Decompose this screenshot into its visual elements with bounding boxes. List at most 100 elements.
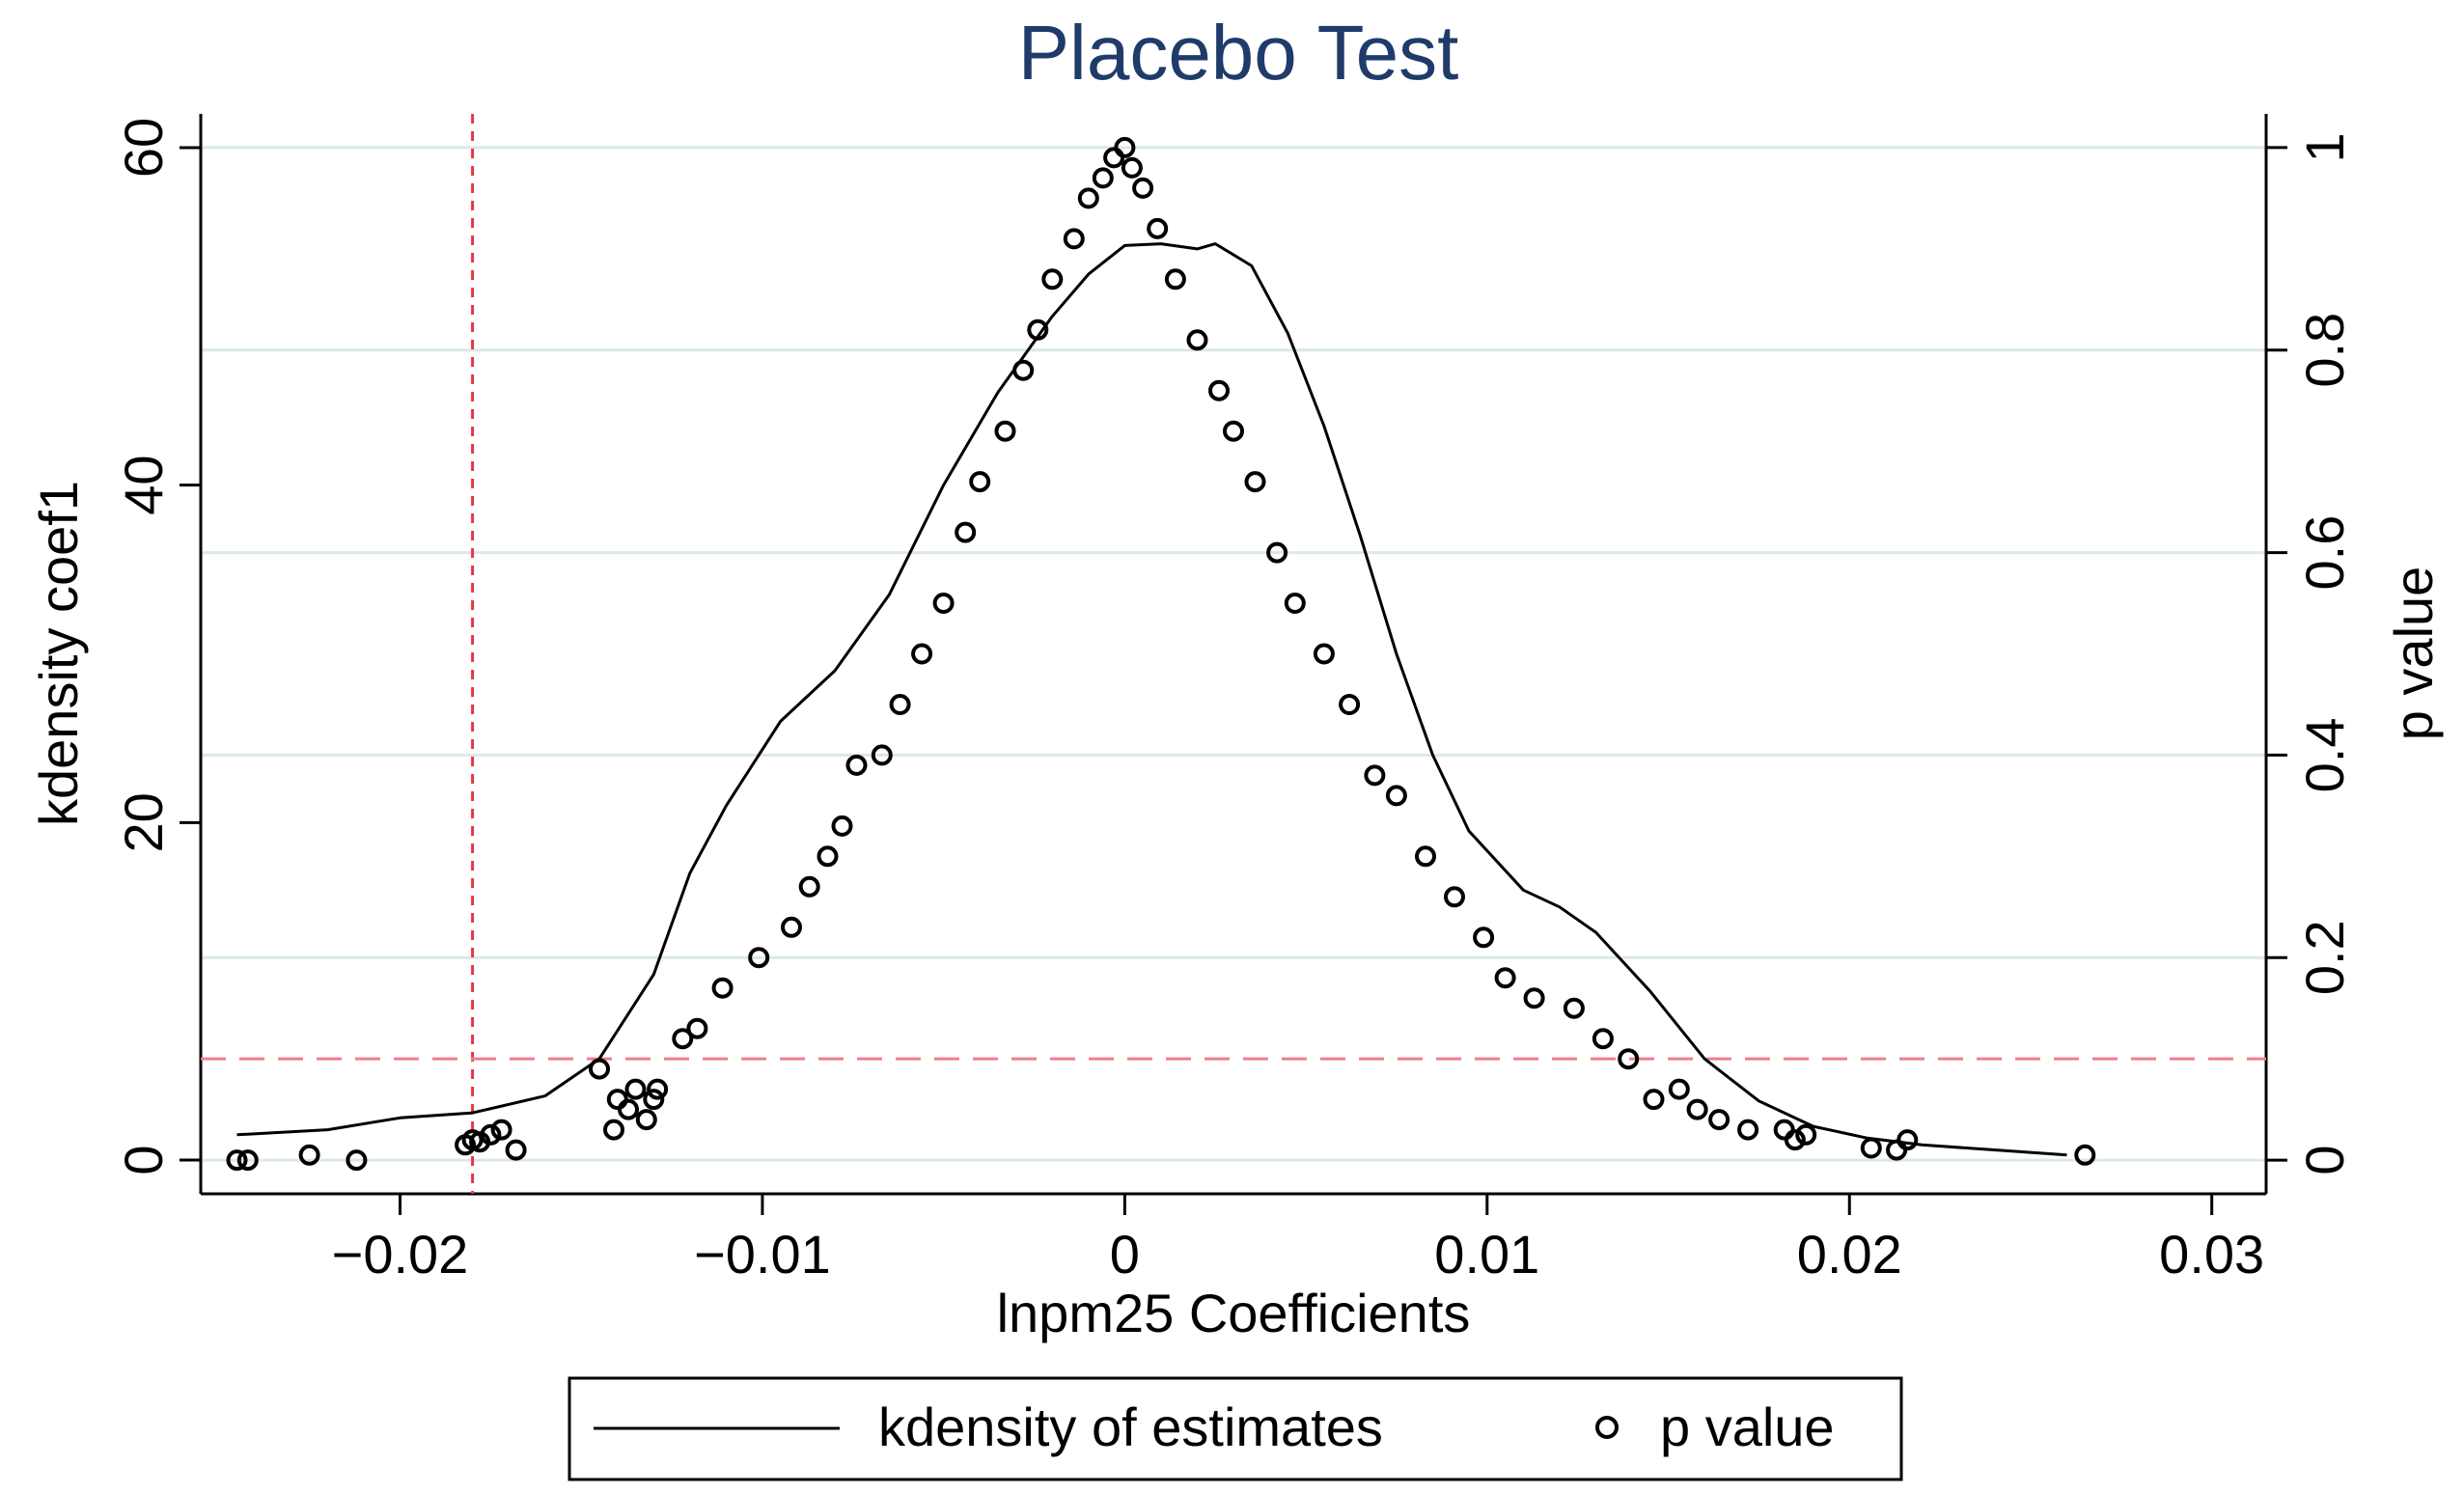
pvalue-point [1795,1123,1817,1146]
pvalue-point [1896,1129,1919,1151]
pvalue-point [1208,379,1230,401]
x-tick-label: 0 [1110,1224,1140,1285]
pvalue-point [1147,217,1169,239]
pvalue-point [1523,987,1545,1009]
pvalue-point [889,694,911,715]
pvalue-point [1313,643,1335,665]
y2-tick-label: 1 [2294,132,2355,162]
pvalue-point [589,1058,610,1080]
pvalue-point [1563,997,1585,1019]
kdensity-line [236,242,2067,1157]
pvalue-point [1339,694,1361,715]
pvalue-point [1686,1098,1708,1120]
chart-title: Placebo Test [1018,10,1459,96]
pvalue-point [994,420,1016,442]
legend-label-kdensity: kdensity of estimates [878,1396,1383,1457]
pvalue-series [226,136,2096,1172]
pvalue-point [817,845,839,868]
pvalue-point [1385,785,1407,807]
pvalue-point [1121,156,1143,179]
pvalue-point [1077,187,1099,209]
pvalue-point [1415,845,1436,868]
pvalue-point [618,1098,639,1120]
legend-label-pvalue: p value [1660,1396,1835,1457]
pvalue-point [647,1078,669,1100]
legend-circle-marker [1595,1416,1619,1439]
pvalue-point [1186,329,1208,351]
pvalue-point [2074,1144,2096,1166]
pvalue-point [1012,359,1035,381]
pvalue-point [1784,1129,1806,1151]
pvalue-point [781,916,802,938]
y2-tick-label: 0.4 [2294,717,2355,792]
pvalue-point [1618,1048,1640,1070]
pvalue-point [1092,167,1114,189]
pvalue-point [1444,886,1465,908]
plot-frame [199,114,2268,1196]
x-tick-label: 0.02 [1797,1224,1902,1285]
pvalue-point [635,1109,657,1131]
pvalue-point [226,1149,248,1172]
pvalue-point [236,1149,259,1172]
pvalue-point [480,1123,502,1146]
y2-axis-label: p value [2383,567,2444,741]
pvalue-point [1473,926,1495,949]
pvalue-point [711,977,734,999]
pvalue-point [1364,764,1386,787]
pvalue-point [1737,1119,1759,1141]
pvalue-point [1063,228,1085,250]
pvalue-point [1114,136,1136,158]
pvalue-point [643,1089,665,1111]
axis-ticks: −0.02 −0.01 0 0.01 0.02 0.03 0 20 40 60 0 0.2 0.4 0.6… [113,118,2355,1285]
pvalue-point [1860,1137,1882,1159]
pvalue-point [672,1028,694,1050]
pvalue-point [505,1139,527,1161]
pvalue-point [871,744,893,766]
y2-tick-label: 0 [2294,1145,2355,1175]
pvalue-point [1164,268,1186,290]
x-tick-label: 0.01 [1434,1224,1539,1285]
y2-tick-label: 0.8 [2294,313,2355,388]
x-tick-label: −0.02 [332,1224,469,1285]
pvalue-point [932,593,955,614]
pvalue-point [845,754,868,776]
y-tick-label: 40 [113,456,174,515]
pvalue-point [798,875,820,898]
kdensity-series [236,242,2067,1157]
pvalue-point [1266,541,1288,564]
pvalue-point [1592,1028,1614,1050]
pvalue-point [490,1119,512,1141]
y-axis-label: kdensity coef1 [28,481,89,826]
x-tick-label: 0.03 [2159,1224,2264,1285]
pvalue-point [1041,268,1064,290]
y2-tick-label: 0.6 [2294,515,2355,591]
y2-tick-label: 0.2 [2294,920,2355,995]
y-tick-label: 0 [113,1145,174,1175]
pvalue-point [1668,1078,1690,1100]
pvalue-point [1284,593,1306,614]
y-tick-label: 20 [113,792,174,852]
pvalue-point [955,521,977,543]
pvalue-point [748,947,770,969]
pvalue-point [686,1017,708,1039]
reference-lines [201,114,2266,1194]
pvalue-point [1244,471,1266,493]
x-axis-label: lnpm25 Coefficients [997,1283,1471,1343]
pvalue-point [1708,1109,1730,1131]
x-tick-label: −0.01 [694,1224,831,1285]
pvalue-point [624,1078,647,1100]
pvalue-point [1494,967,1516,989]
pvalue-point [1643,1089,1665,1111]
pvalue-point [1132,177,1154,199]
pvalue-point [298,1144,320,1166]
pvalue-point [1027,318,1049,341]
pvalue-point [346,1149,368,1172]
y-tick-label: 60 [113,118,174,178]
pvalue-point [831,815,853,837]
pvalue-point [911,643,933,665]
gridlines [201,146,2266,1162]
legend: kdensity of estimates p value [568,1376,1903,1481]
pvalue-point [969,471,991,493]
